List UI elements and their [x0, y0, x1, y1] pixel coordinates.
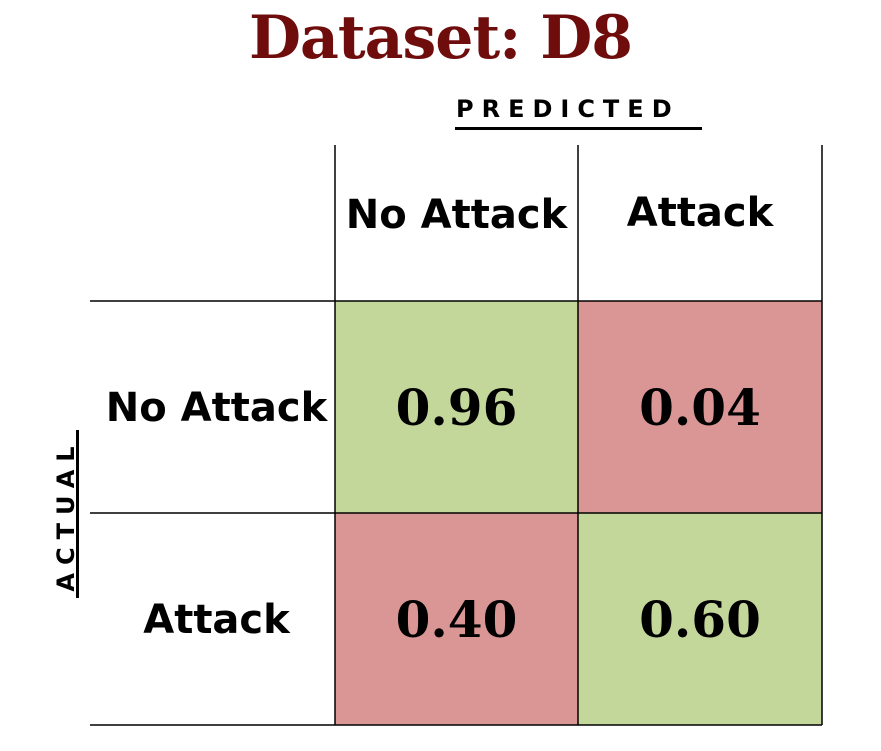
row-header-no-attack: No Attack	[106, 385, 329, 431]
predicted-axis-underline	[455, 127, 702, 130]
column-header-attack: Attack	[627, 190, 775, 236]
actual-axis-underline	[76, 430, 79, 598]
cell-no-attack-no-attack	[335, 301, 578, 513]
row-header-attack: Attack	[143, 597, 291, 643]
cell-value-attack-no-attack: 0.40	[396, 590, 518, 649]
cell-value-no-attack-no-attack: 0.96	[396, 378, 518, 437]
cell-no-attack-attack	[578, 301, 822, 513]
cell-value-attack-attack: 0.60	[639, 590, 761, 649]
cell-attack-no-attack	[335, 513, 578, 725]
cell-value-no-attack-attack: 0.04	[639, 378, 761, 437]
cell-attack-attack	[578, 513, 822, 725]
column-header-no-attack: No Attack	[346, 192, 569, 238]
chart-title: Dataset: D8	[249, 3, 633, 73]
predicted-axis-label: Predicted	[456, 95, 680, 123]
